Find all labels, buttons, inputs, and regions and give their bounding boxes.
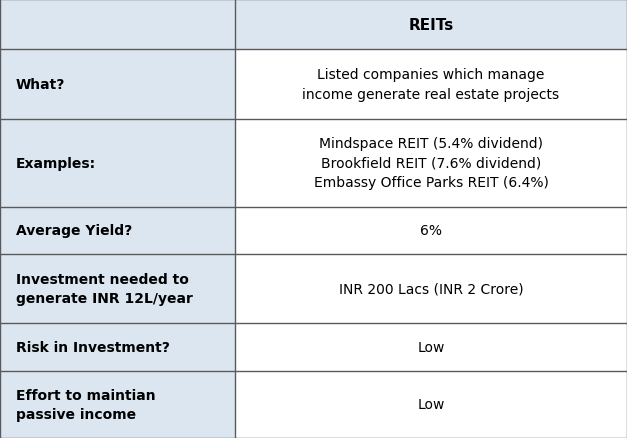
Bar (0, 207, 235, 254)
Text: What?: What? (16, 78, 65, 92)
Bar (235, 324, 627, 371)
Bar (235, 207, 627, 254)
Text: Risk in Investment?: Risk in Investment? (16, 340, 169, 354)
Bar (0, 371, 235, 438)
Bar (0, 0, 235, 50)
Bar (235, 50, 627, 120)
Text: 6%: 6% (420, 224, 442, 238)
Bar (0, 120, 235, 207)
Text: Mindspace REIT (5.4% dividend)
Brookfield REIT (7.6% dividend)
Embassy Office Pa: Mindspace REIT (5.4% dividend) Brookfiel… (314, 137, 549, 190)
Bar (235, 371, 627, 438)
Text: Average Yield?: Average Yield? (16, 224, 132, 238)
Text: INR 200 Lacs (INR 2 Crore): INR 200 Lacs (INR 2 Crore) (339, 282, 524, 296)
Bar (235, 0, 627, 50)
Bar (0, 254, 235, 324)
Text: Effort to maintian
passive income: Effort to maintian passive income (16, 388, 155, 421)
Bar (0, 50, 235, 120)
Text: REITs: REITs (408, 18, 454, 33)
Bar (0, 324, 235, 371)
Text: Low: Low (418, 398, 445, 411)
Text: Listed companies which manage
income generate real estate projects: Listed companies which manage income gen… (302, 68, 560, 102)
Text: Low: Low (418, 340, 445, 354)
Bar (235, 120, 627, 207)
Text: Investment needed to
generate INR 12L/year: Investment needed to generate INR 12L/ye… (16, 272, 192, 306)
Bar (235, 254, 627, 324)
Text: Examples:: Examples: (16, 156, 96, 170)
